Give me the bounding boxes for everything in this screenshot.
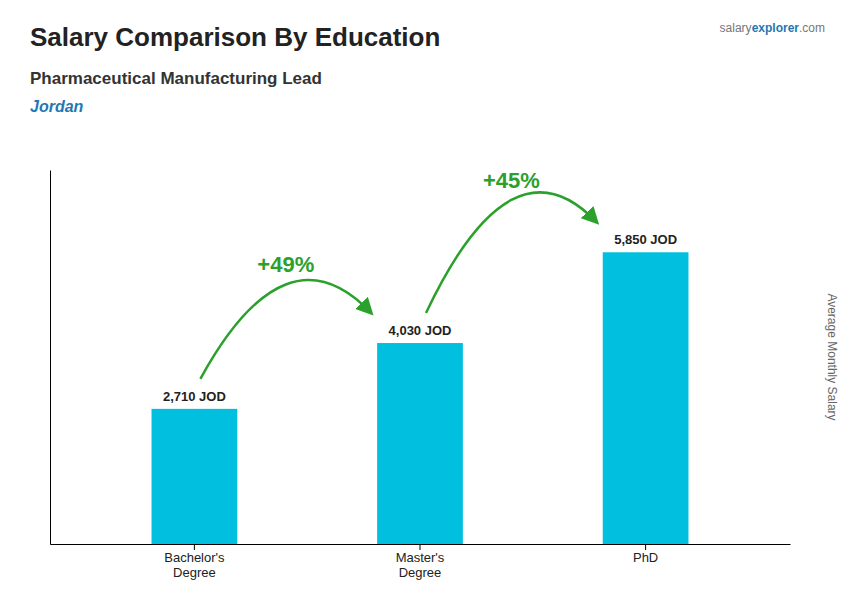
x-tick-label: PhD <box>633 550 658 565</box>
data-label: 4,030 JOD <box>389 323 452 338</box>
bar <box>377 343 463 544</box>
plot: Bachelor'sDegree Master'sDegree PhD 2,710 J… <box>51 168 791 580</box>
subtitle: Pharmaceutical Manufacturing Lead <box>30 69 322 88</box>
watermark: salaryexplorer.com <box>720 21 825 35</box>
chart: Salary Comparison By Education Pharmaceut… <box>0 0 850 606</box>
data-label: 5,850 JOD <box>614 232 677 247</box>
y-label: Average Monthly Salary <box>825 293 839 420</box>
y-axis <box>50 171 51 545</box>
arrow <box>426 192 597 313</box>
watermark-part: .com <box>799 21 825 35</box>
title: Salary Comparison By Education <box>30 22 440 52</box>
annotations: +49% +45% <box>200 168 596 379</box>
x-tick-mark <box>420 544 421 550</box>
bars <box>152 252 689 544</box>
bar <box>152 409 238 544</box>
data-labels: 2,710 JOD 4,030 JOD 5,850 JOD <box>163 232 677 404</box>
arrow <box>200 280 371 379</box>
x-tick: PhD <box>633 544 658 565</box>
annotation: +49% <box>257 252 314 277</box>
x-tick-mark <box>194 544 195 550</box>
y-axis-line <box>50 171 51 545</box>
x-tick: Bachelor'sDegree <box>164 544 225 580</box>
x-tick-label: Master'sDegree <box>396 550 445 580</box>
x-tick-label: Bachelor'sDegree <box>164 550 225 580</box>
x-axis: Bachelor'sDegree Master'sDegree PhD <box>51 544 791 580</box>
bar <box>603 252 689 544</box>
watermark-part: explorer <box>752 21 800 35</box>
x-tick: Master'sDegree <box>396 544 445 580</box>
watermark-part: salary <box>720 21 752 35</box>
country: Jordan <box>30 98 84 115</box>
x-tick-mark <box>645 544 646 550</box>
annotation: +45% <box>483 168 540 193</box>
data-label: 2,710 JOD <box>163 389 226 404</box>
